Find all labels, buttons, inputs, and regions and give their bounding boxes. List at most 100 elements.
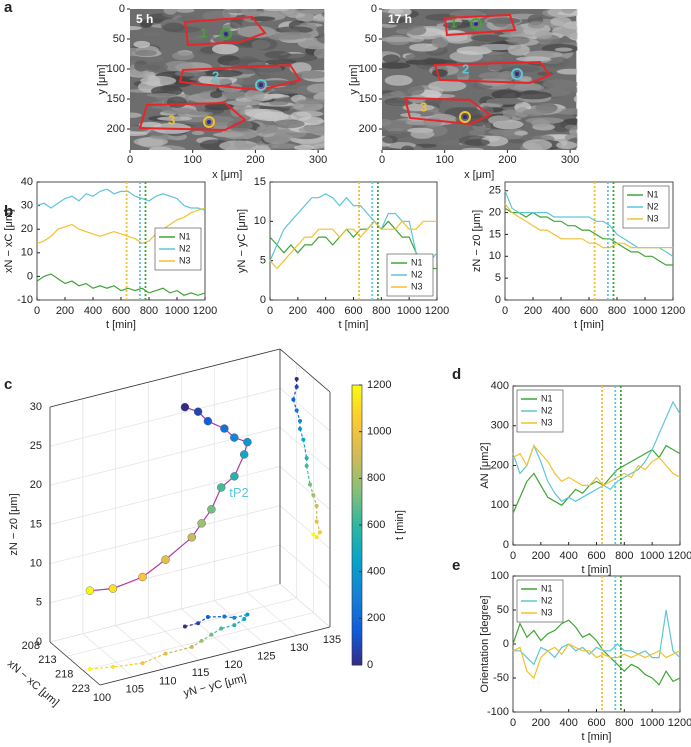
y-axis-label: y [μm] bbox=[348, 64, 360, 94]
x-tick-label: 200 bbox=[56, 305, 74, 317]
grid-line bbox=[49, 466, 281, 525]
texture bbox=[267, 89, 308, 94]
x-tick-label: 218 bbox=[55, 669, 73, 681]
texture bbox=[410, 129, 435, 139]
grid-line bbox=[49, 583, 281, 643]
texture bbox=[561, 9, 575, 14]
colorbar-cell bbox=[352, 629, 362, 634]
colorbar-cell bbox=[352, 393, 362, 398]
texture bbox=[139, 19, 153, 28]
y-tick-label: 5 bbox=[260, 255, 266, 267]
texture bbox=[523, 90, 540, 95]
texture bbox=[273, 119, 305, 129]
y-tick-label: 400 bbox=[491, 380, 509, 392]
colorbar-tick-label: 800 bbox=[367, 472, 385, 484]
nucleus-center bbox=[515, 72, 519, 76]
colorbar-cell bbox=[352, 593, 362, 598]
colorbar-cell bbox=[352, 397, 362, 402]
y-tick-label: 125 bbox=[257, 650, 275, 662]
axis-edge bbox=[49, 641, 101, 686]
texture bbox=[271, 143, 298, 149]
colorbar-cell bbox=[352, 657, 362, 662]
x-tick-label: 400 bbox=[559, 717, 577, 729]
texture bbox=[514, 130, 528, 136]
colorbar-cell bbox=[352, 401, 362, 406]
colorbar-cell bbox=[352, 437, 362, 442]
nucleus-center bbox=[207, 120, 211, 124]
texture bbox=[502, 109, 519, 119]
y-tick-label: 0 bbox=[495, 294, 501, 306]
texture bbox=[400, 112, 422, 118]
wall-point bbox=[314, 519, 319, 524]
colorbar-cell bbox=[352, 517, 362, 522]
colorbar-cell bbox=[352, 461, 362, 466]
colorbar-cell bbox=[352, 577, 362, 582]
texture bbox=[210, 90, 223, 99]
grid-line bbox=[49, 544, 281, 604]
cell-outline bbox=[138, 101, 247, 132]
x-axis-label: t [min] bbox=[106, 319, 136, 331]
y-tick-label: 100 bbox=[107, 63, 125, 75]
floor-point bbox=[205, 615, 210, 620]
x-tick-label: 800 bbox=[372, 305, 390, 317]
y-tick-label: 110 bbox=[159, 675, 177, 687]
texture bbox=[148, 146, 173, 150]
legend-label: N3 bbox=[179, 255, 191, 265]
x-tick-label: 0 bbox=[379, 154, 385, 166]
colorbar-tick-label: 400 bbox=[367, 566, 385, 578]
texture bbox=[146, 93, 177, 98]
texture bbox=[542, 79, 578, 90]
trajectory-point bbox=[193, 407, 203, 416]
texture bbox=[275, 26, 313, 34]
series-line bbox=[36, 273, 206, 296]
texture bbox=[405, 53, 429, 61]
floor-point bbox=[232, 623, 237, 628]
time-label: 17 h bbox=[388, 12, 412, 26]
colorbar-cell bbox=[352, 601, 362, 606]
legend-label: N1 bbox=[411, 257, 423, 267]
colorbar-cell bbox=[352, 417, 362, 422]
texture bbox=[297, 37, 325, 50]
trajectory-point bbox=[85, 586, 95, 595]
texture bbox=[485, 97, 525, 105]
y-tick-label: 135 bbox=[323, 634, 341, 646]
y-axis-label: AN [μm2] bbox=[479, 442, 491, 488]
x-tick-label: 0 bbox=[267, 305, 273, 317]
y-tick-label: 15 bbox=[254, 176, 266, 188]
cell-outline bbox=[443, 13, 517, 37]
y-tick-label: 100 bbox=[359, 63, 377, 75]
trajectory-point bbox=[197, 519, 206, 528]
trajectory-point bbox=[180, 402, 190, 412]
texture bbox=[566, 87, 578, 93]
wall-projection bbox=[306, 465, 311, 485]
grid-line bbox=[246, 592, 298, 636]
trajectory-point bbox=[138, 572, 147, 582]
colorbar-cell bbox=[352, 481, 362, 486]
trajectory-point bbox=[220, 424, 229, 433]
trajectory-point bbox=[187, 533, 197, 542]
texture bbox=[294, 144, 314, 150]
colorbar-cell bbox=[352, 497, 362, 502]
y-tick-label: 100 bbox=[491, 570, 509, 582]
y-tick-label: 0 bbox=[260, 294, 266, 306]
x-axis-label: x [μm] bbox=[464, 169, 494, 181]
series-line bbox=[36, 207, 206, 245]
texture bbox=[382, 135, 398, 144]
trajectory-point bbox=[217, 483, 226, 492]
colorbar-cell bbox=[352, 597, 362, 602]
colorbar-cell bbox=[352, 569, 362, 574]
z-tick-label: 10 bbox=[30, 558, 42, 570]
y-tick-label: 10 bbox=[254, 215, 266, 227]
x-tick-label: 223 bbox=[72, 683, 90, 695]
floor-projection bbox=[165, 646, 192, 655]
texture bbox=[162, 107, 196, 115]
colorbar-tick-label: 1200 bbox=[367, 379, 391, 391]
wall-projection bbox=[302, 439, 308, 459]
grid-line bbox=[83, 612, 314, 672]
y-tick-label: 0 bbox=[119, 3, 125, 15]
texture bbox=[244, 89, 265, 101]
floor-projection bbox=[221, 624, 235, 630]
texture bbox=[450, 36, 469, 41]
series-line bbox=[512, 444, 681, 487]
texture bbox=[163, 9, 177, 15]
